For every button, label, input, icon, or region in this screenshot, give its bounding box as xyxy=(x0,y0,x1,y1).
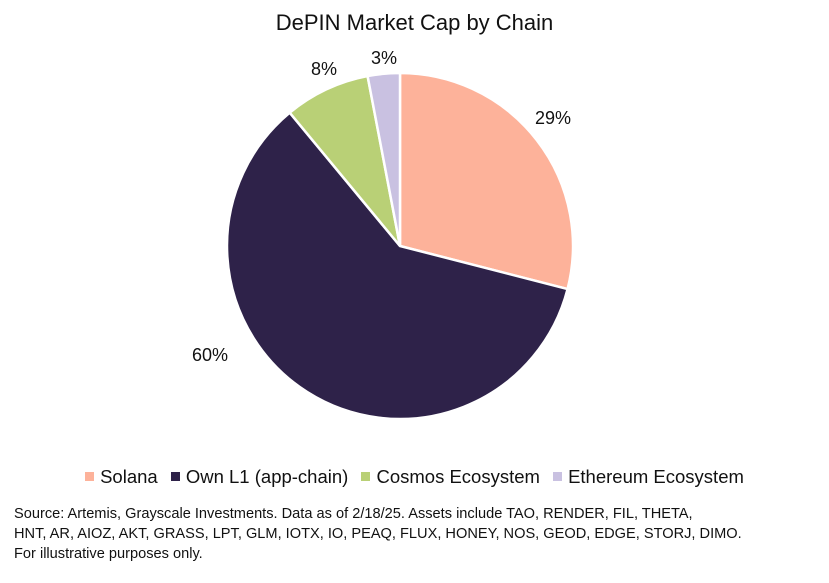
legend: Solana Own L1 (app-chain) Cosmos Ecosyst… xyxy=(0,466,829,488)
legend-swatch xyxy=(361,472,371,481)
data-label: 29% xyxy=(535,108,571,128)
data-label: 8% xyxy=(311,59,337,79)
chart-title: DePIN Market Cap by Chain xyxy=(275,10,554,35)
pie-slice-ethereum-ecosystem xyxy=(366,71,402,247)
source-line: Source: Artemis, Grayscale Investments. … xyxy=(14,506,693,522)
legend-item-solana: Solana xyxy=(85,466,158,488)
legend-item-ethereum: Ethereum Ecosystem xyxy=(553,466,744,488)
pie-slice-own-l1-app-chain xyxy=(225,110,570,421)
pie-chart: 29% 60% 8% 3% xyxy=(192,48,575,421)
source-line: For illustrative purposes only. xyxy=(14,546,203,562)
legend-swatch xyxy=(553,472,563,481)
source-line: HNT, AR, AIOZ, AKT, GRASS, LPT, GLM, IOT… xyxy=(14,526,742,542)
data-label: 3% xyxy=(371,48,397,68)
data-label: 60% xyxy=(192,345,228,365)
legend-item-cosmos: Cosmos Ecosystem xyxy=(361,466,540,488)
pie-slice-solana xyxy=(398,71,575,291)
legend-label: Solana xyxy=(100,466,158,487)
source-note: Source: Artemis, Grayscale Investments. … xyxy=(14,504,824,564)
legend-swatch xyxy=(170,472,180,481)
legend-label: Cosmos Ecosystem xyxy=(376,466,540,487)
legend-item-own-l1: Own L1 (app-chain) xyxy=(170,466,349,488)
legend-swatch xyxy=(85,472,95,481)
legend-label: Own L1 (app-chain) xyxy=(185,466,349,487)
legend-label: Ethereum Ecosystem xyxy=(568,466,744,487)
